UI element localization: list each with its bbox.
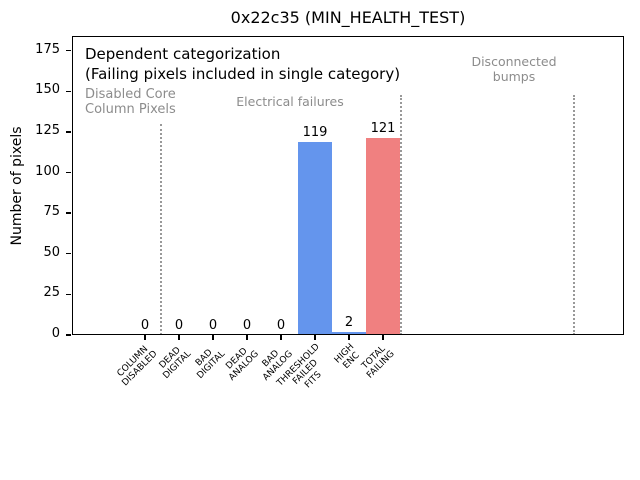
bar bbox=[332, 331, 366, 335]
bar-value-label: 121 bbox=[370, 121, 396, 137]
x-tick-label: BAD DIGITAL bbox=[193, 347, 228, 382]
y-axis: 0 25 50 75 100 125 150 175 bbox=[0, 36, 60, 341]
bar-value-label: 119 bbox=[302, 124, 328, 140]
x-tick-label: HIGH ENC bbox=[332, 342, 362, 372]
x-tick-label: TOTAL FAILING bbox=[360, 344, 398, 381]
bar bbox=[366, 138, 400, 335]
y-tick-label: 125 bbox=[35, 122, 60, 138]
y-tick-mark bbox=[66, 334, 71, 336]
y-tick-label: 100 bbox=[35, 163, 60, 179]
y-tick-mark bbox=[66, 171, 71, 174]
bar-value-label: 0 bbox=[242, 318, 252, 333]
bar-value-label: 0 bbox=[140, 318, 150, 333]
y-tick-label: 150 bbox=[35, 82, 60, 98]
section-divider bbox=[399, 95, 402, 335]
y-tick-mark bbox=[66, 253, 71, 255]
x-axis: COLUMN DISABLED DEAD DIGITAL BAD DIGITAL DE… bbox=[72, 335, 624, 465]
bar-value-label: 0 bbox=[276, 318, 286, 333]
chart-title: 0x22c35 (MIN_HEALTH_TEST) bbox=[230, 8, 466, 27]
x-tick-label: DEAD DIGITAL bbox=[157, 345, 194, 382]
x-tick-mark bbox=[314, 335, 316, 340]
x-tick-mark bbox=[178, 335, 180, 340]
section-divider bbox=[572, 95, 575, 335]
y-tick-label: 75 bbox=[43, 204, 60, 220]
annotation-note-line2: (Failing pixels included in single categ… bbox=[85, 65, 401, 83]
bar-value-label: 2 bbox=[344, 314, 354, 330]
section-divider bbox=[159, 124, 162, 335]
x-tick-label: DEAD ANALOG bbox=[224, 346, 262, 384]
section-label-electrical-failures: Electrical failures bbox=[236, 94, 344, 109]
y-tick-mark bbox=[66, 49, 71, 52]
x-tick-mark bbox=[280, 335, 282, 340]
x-tick-mark bbox=[382, 335, 384, 340]
bar-value-label: 0 bbox=[208, 318, 218, 333]
x-tick-mark bbox=[348, 335, 350, 340]
section-label-disabled-core-column-pixels: Disabled Core Column Pixels bbox=[85, 87, 176, 117]
y-tick-mark bbox=[66, 131, 71, 133]
x-tick-mark bbox=[246, 335, 248, 340]
y-tick-label: 0 bbox=[51, 326, 60, 341]
x-tick-label: COLUMN DISABLED bbox=[115, 344, 160, 389]
y-tick-label: 50 bbox=[43, 244, 60, 260]
annotation-note-line1: Dependent categorization bbox=[85, 45, 281, 63]
bar-value-label: 0 bbox=[174, 318, 184, 333]
section-label-disconnected-bumps: Disconnected bumps bbox=[471, 54, 557, 84]
x-tick-mark bbox=[212, 335, 214, 340]
y-tick-label: 25 bbox=[43, 285, 60, 301]
y-tick-mark bbox=[66, 212, 71, 214]
y-tick-mark bbox=[66, 293, 71, 296]
y-tick-mark bbox=[66, 90, 71, 92]
y-tick-label: 175 bbox=[35, 41, 60, 57]
bar bbox=[298, 141, 332, 335]
x-tick-mark bbox=[144, 335, 146, 340]
plot-area: Dependent categorization (Failing pixels… bbox=[66, 36, 624, 336]
